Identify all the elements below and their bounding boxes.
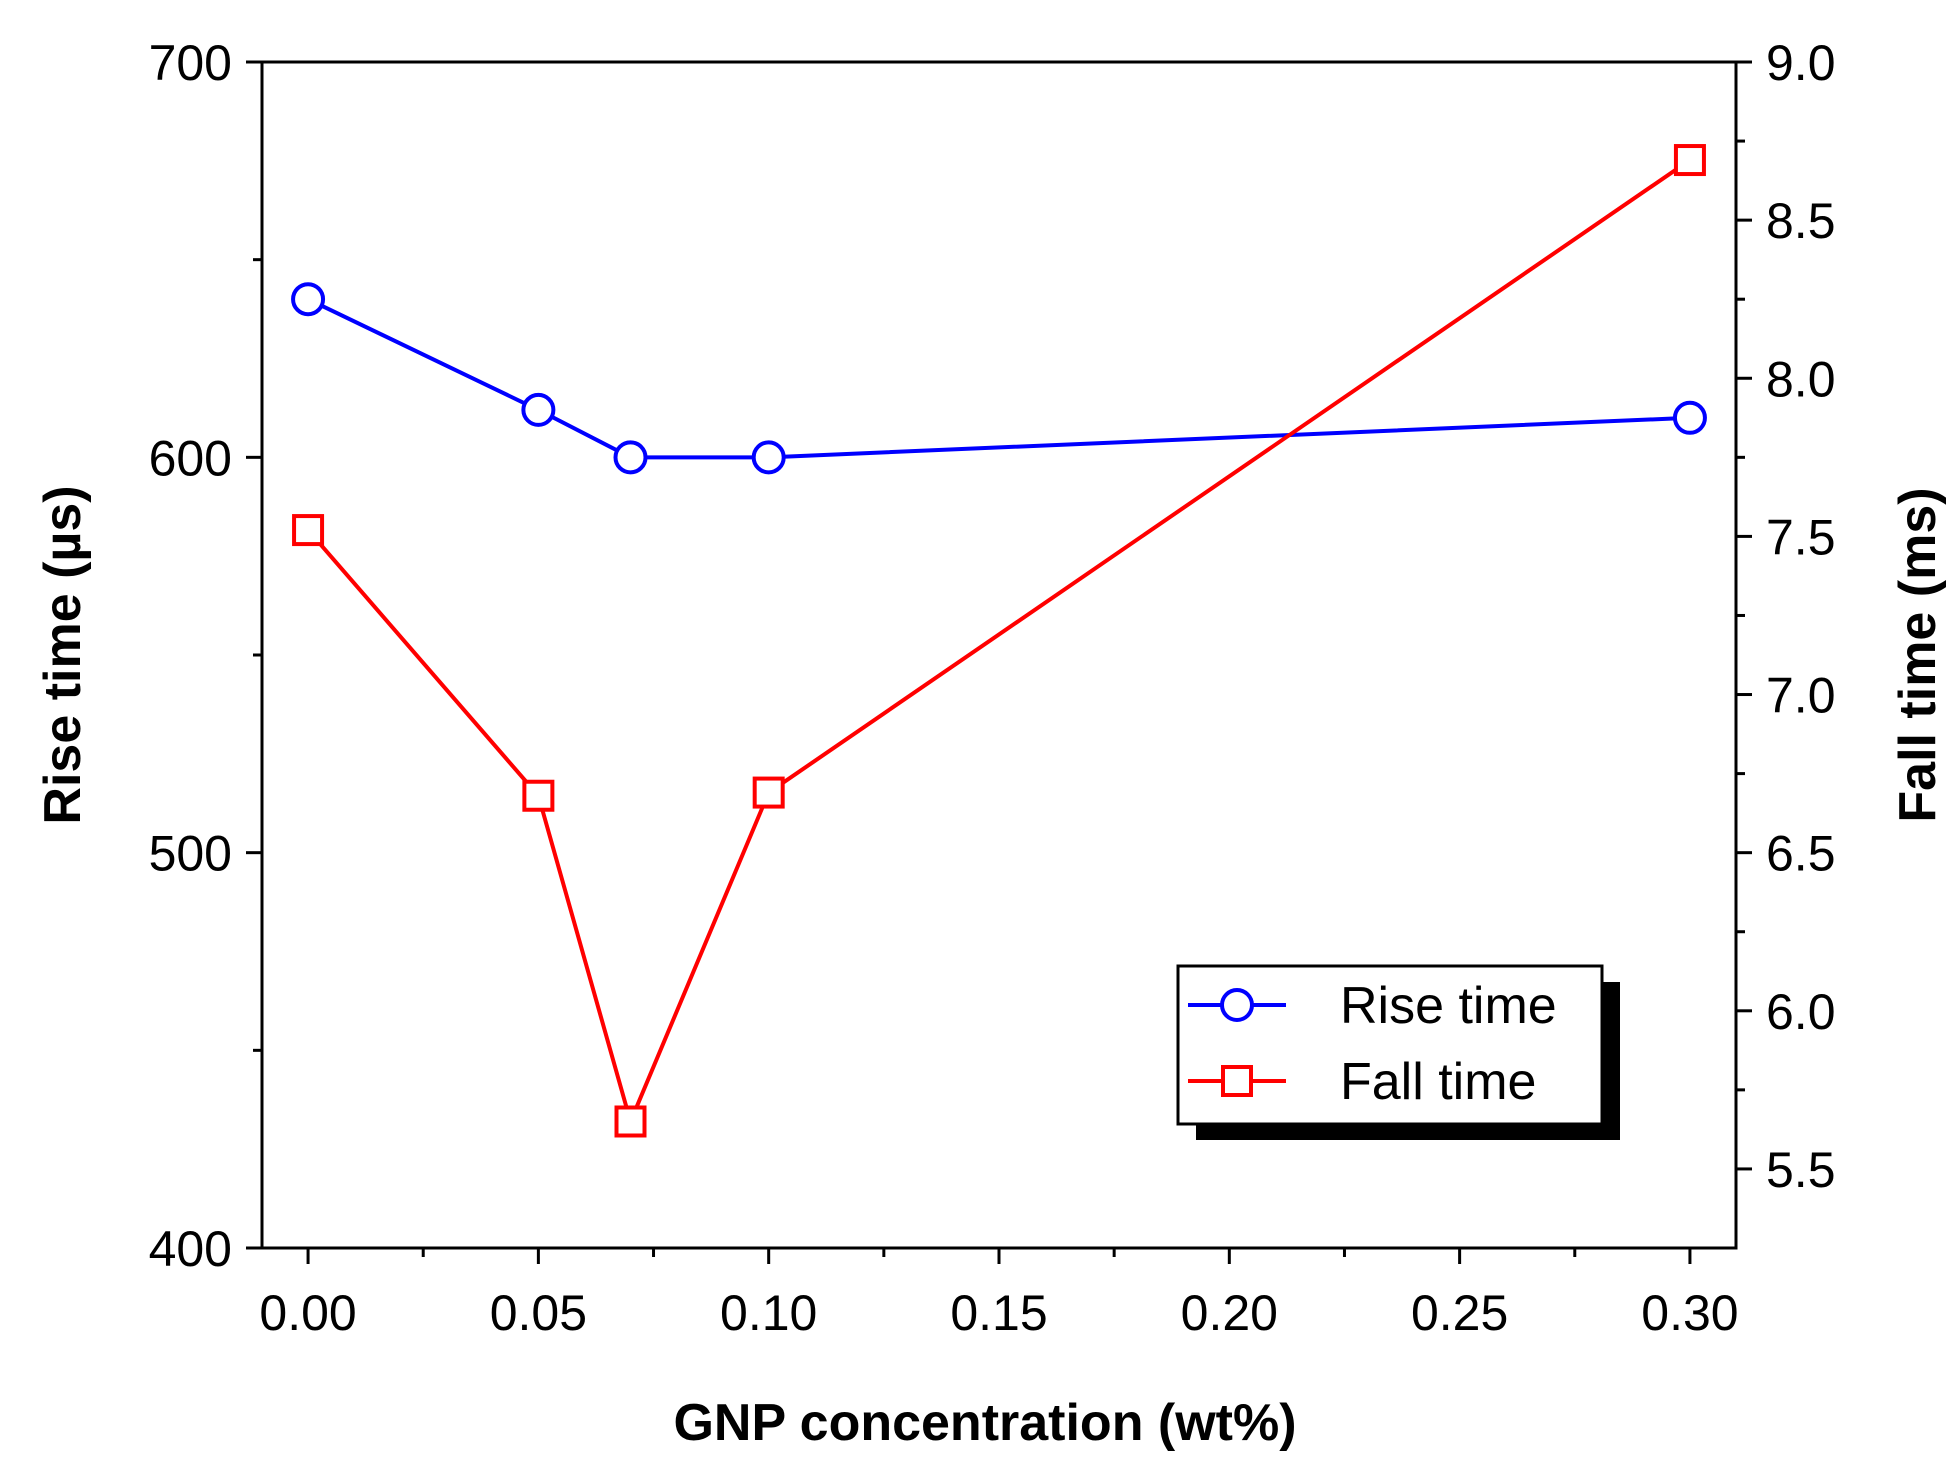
y-axis-left-title: Rise time (µs): [34, 485, 92, 824]
y-axis-left: 400 500 600 700: [149, 35, 262, 1277]
x-tick-label: 0.05: [490, 1285, 587, 1341]
y-right-tick-label: 6.0: [1766, 984, 1836, 1040]
y-axis-right-title: Fall time (ms): [1889, 487, 1947, 822]
rise-time-point: [613, 440, 648, 475]
series-layer: [291, 144, 1707, 1138]
legend-rise-label: Rise time: [1340, 977, 1557, 1035]
x-tick-label: 0.15: [950, 1285, 1047, 1341]
y-right-tick-label: 8.5: [1766, 193, 1836, 249]
fall-time-point: [614, 1105, 647, 1138]
y-left-tick-label: 500: [149, 826, 232, 882]
y-left-tick-label: 700: [149, 35, 232, 91]
y-right-tick-label: 8.0: [1766, 351, 1836, 407]
legend: Rise time Fall time: [1176, 964, 1620, 1140]
y-right-tick-label: 6.5: [1766, 826, 1836, 882]
x-tick-label: 0.25: [1411, 1285, 1508, 1341]
y-left-tick-label: 600: [149, 430, 232, 486]
y-right-tick-label: 7.5: [1766, 509, 1836, 565]
y-left-tick-label: 400: [149, 1221, 232, 1277]
fall-time-point: [1673, 144, 1706, 177]
legend-box: [1176, 964, 1604, 1126]
rise-time-point: [521, 392, 556, 427]
x-axis: 0.00 0.05 0.10 0.15 0.20 0.25 0.30: [259, 1248, 1739, 1341]
x-tick-label: 0.20: [1181, 1285, 1278, 1341]
legend-fall-label: Fall time: [1340, 1053, 1536, 1111]
x-tick-label: 0.10: [720, 1285, 817, 1341]
y-right-tick-label: 7.0: [1766, 668, 1836, 724]
rise-time-point: [751, 440, 786, 475]
y-axis-right: 5.5 6.0 6.5 7.0 7.5 8.0 8.5 9.0: [1736, 35, 1836, 1198]
x-tick-label: 0.00: [259, 1285, 356, 1341]
y-right-tick-label: 9.0: [1766, 35, 1836, 91]
fall-time-point: [752, 776, 785, 809]
y-right-tick-label: 5.5: [1766, 1142, 1836, 1198]
legend-rise-marker: [1220, 988, 1254, 1022]
fall-time-point: [292, 514, 325, 547]
x-axis-title: GNP concentration (wt%): [673, 1394, 1296, 1452]
fall-time-point: [522, 779, 555, 812]
rise-time-point: [291, 282, 326, 317]
legend-fall-marker: [1221, 1065, 1253, 1097]
x-tick-label: 0.30: [1641, 1285, 1738, 1341]
rise-time-point: [1672, 400, 1707, 435]
